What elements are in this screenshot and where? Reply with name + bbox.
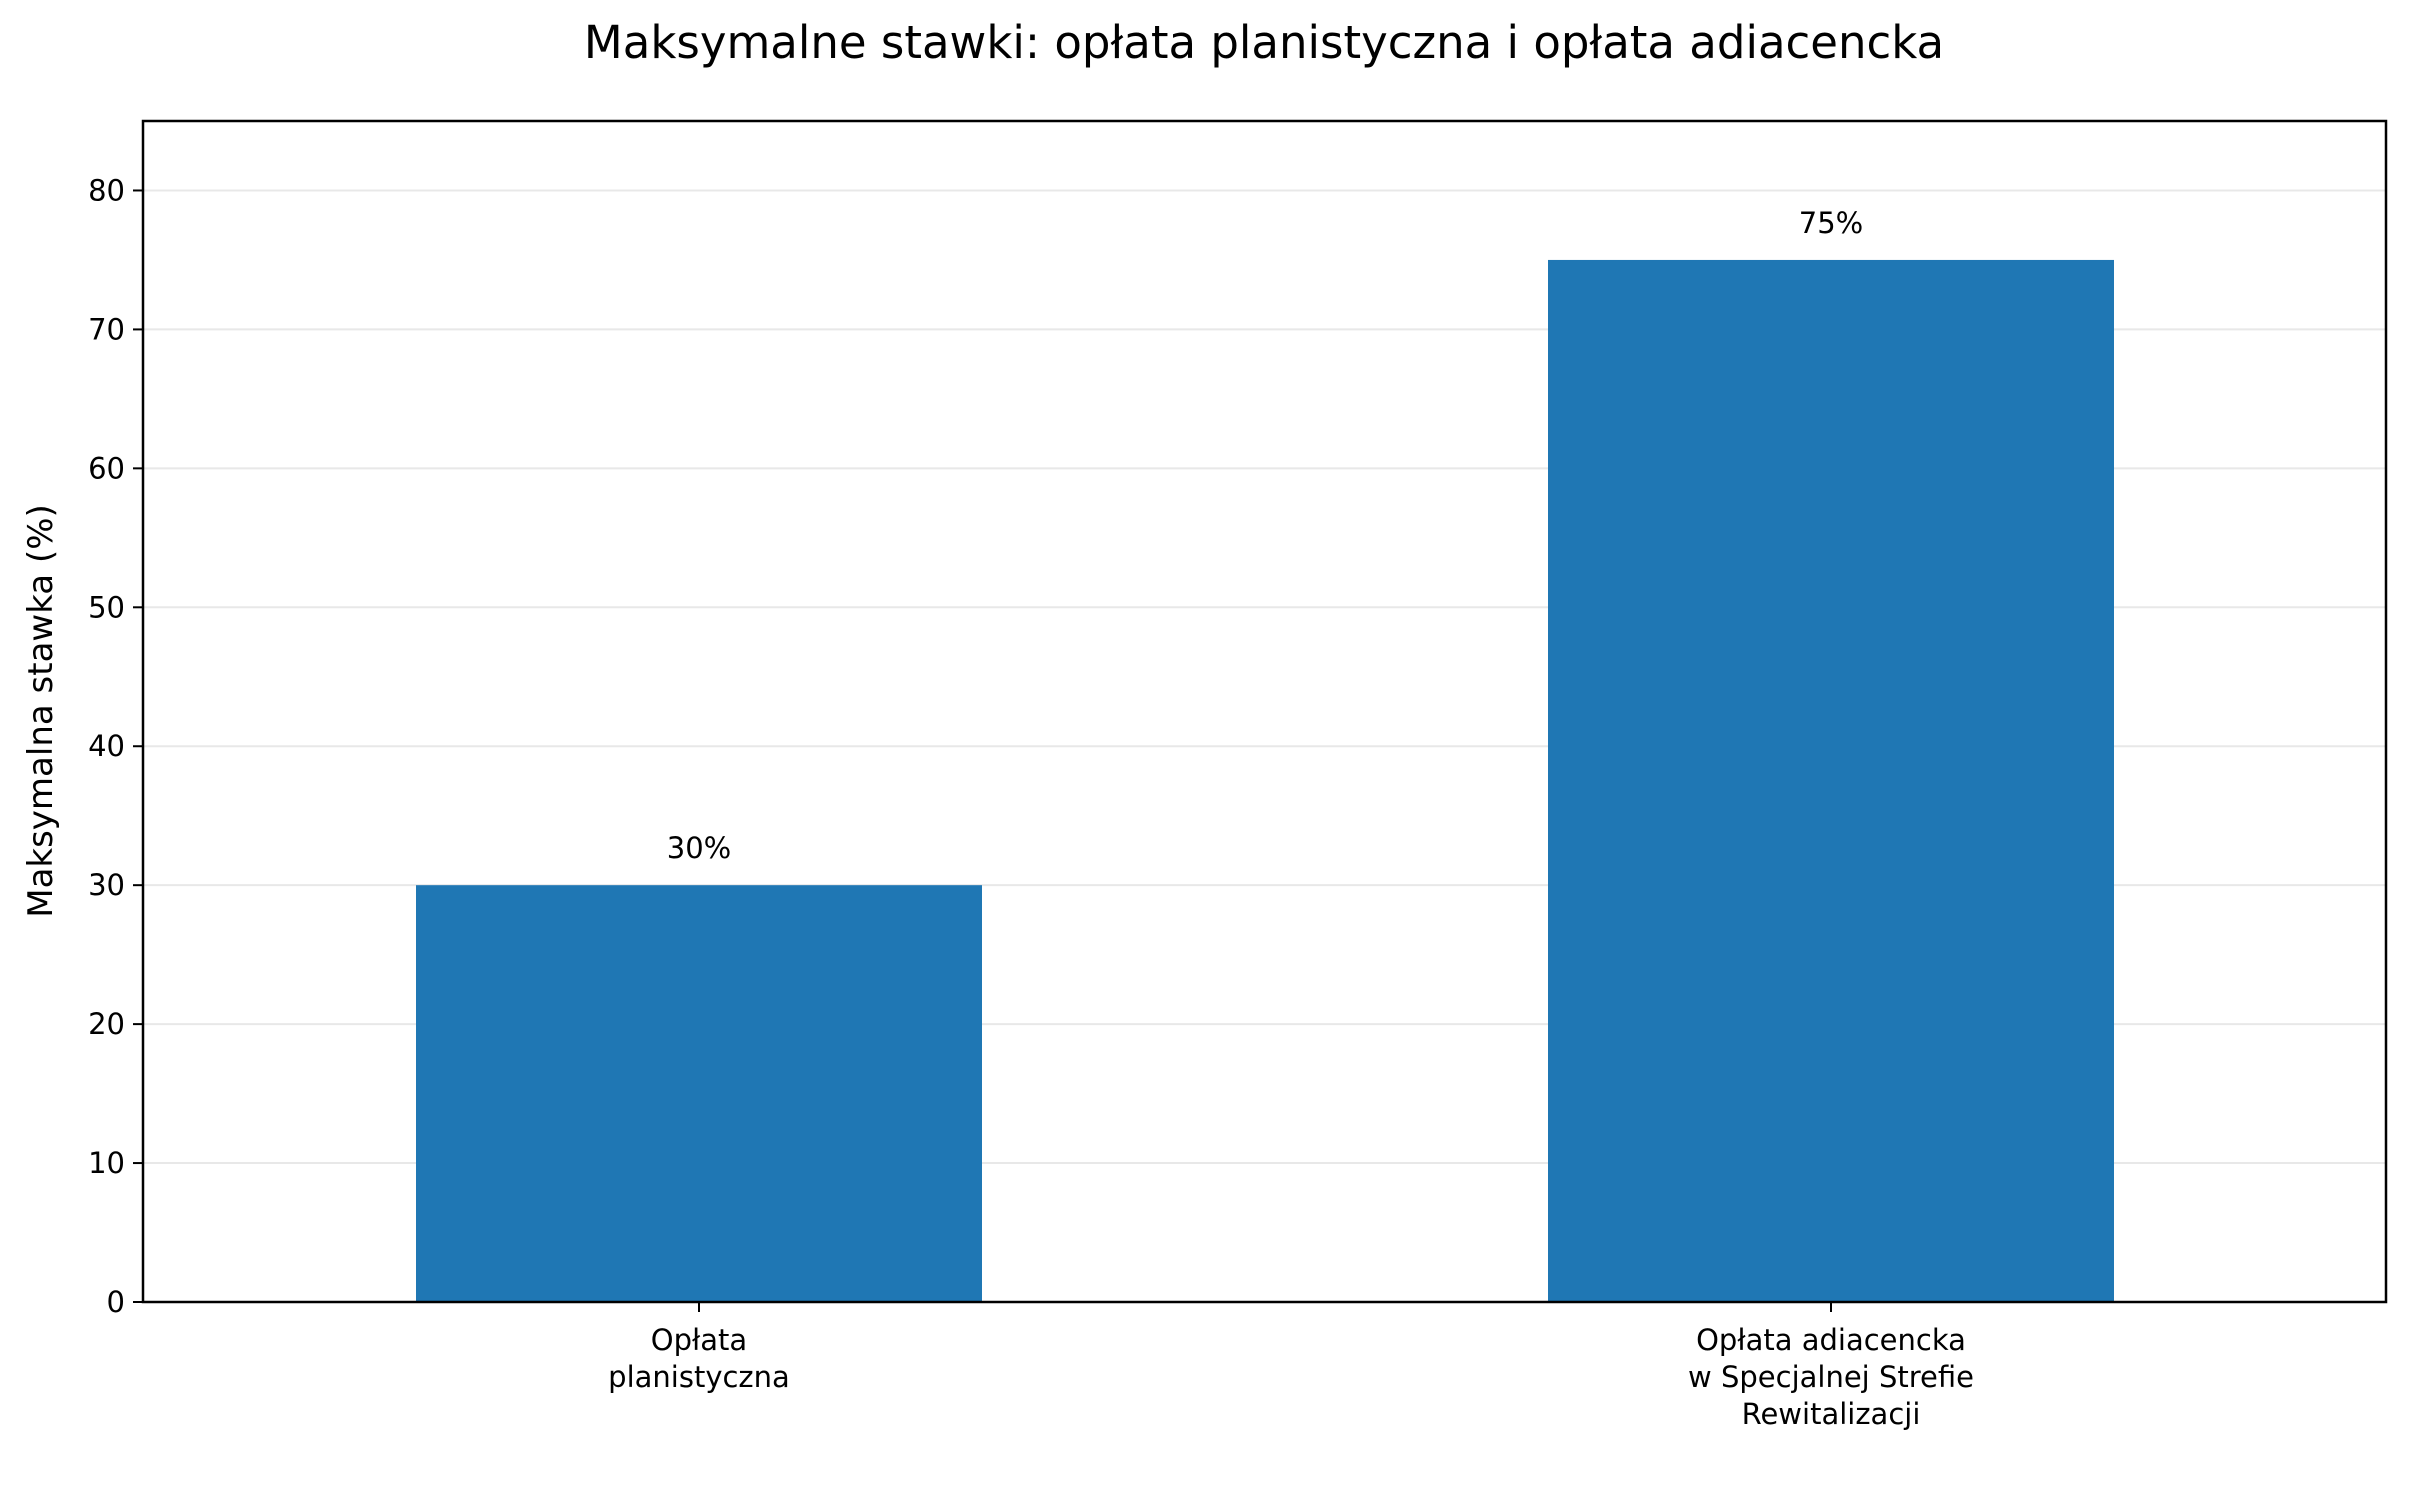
bar bbox=[416, 885, 982, 1302]
y-tick-label: 10 bbox=[88, 1146, 125, 1180]
x-tick-label: Rewitalizacji bbox=[1742, 1397, 1921, 1431]
y-tick-label: 40 bbox=[88, 729, 125, 763]
x-tick-label: Opłata bbox=[651, 1323, 747, 1357]
y-tick-label: 50 bbox=[88, 590, 125, 624]
bar bbox=[1548, 259, 2114, 1302]
x-tick-label: Opłata adiacencka bbox=[1696, 1323, 1966, 1357]
y-axis: 0 10 20 30 40 50 60 70 80 bbox=[88, 173, 143, 1319]
y-tick-label: 60 bbox=[88, 451, 125, 485]
bar-value-label: 30% bbox=[667, 831, 731, 865]
x-tick-label: w Specjalnej Strefie bbox=[1688, 1360, 1974, 1394]
bars: 30% 75% bbox=[416, 206, 2114, 1302]
chart-title: Maksymalne stawki: opłata planistyczna i… bbox=[584, 16, 1944, 69]
y-tick-label: 20 bbox=[88, 1007, 125, 1041]
y-tick-label: 70 bbox=[88, 312, 125, 346]
plot-frame bbox=[141, 119, 2388, 1304]
bar-value-label: 75% bbox=[1799, 206, 1863, 240]
y-axis-label: Maksymalna stawka (%) bbox=[21, 504, 61, 918]
y-tick-label: 80 bbox=[88, 173, 125, 207]
y-tick-label: 0 bbox=[107, 1285, 125, 1319]
y-tick-label: 30 bbox=[88, 868, 125, 902]
x-tick-label: planistyczna bbox=[608, 1360, 790, 1394]
